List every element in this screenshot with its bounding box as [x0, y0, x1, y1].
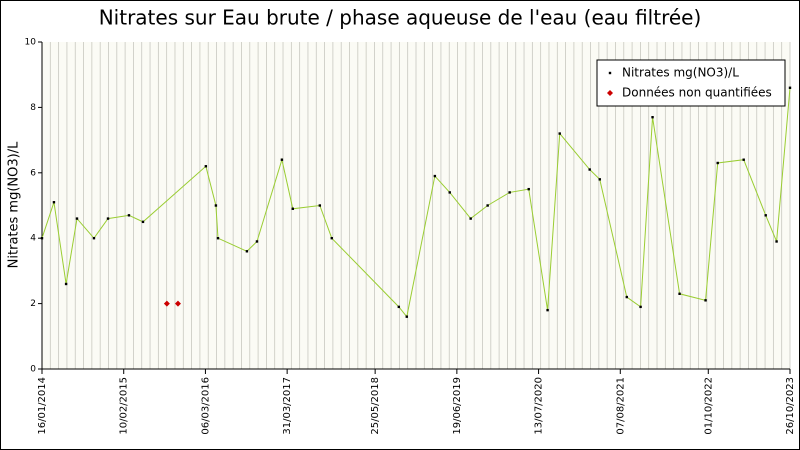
data-point [558, 132, 561, 135]
y-tick-label: 6 [30, 168, 36, 178]
x-tick-label: 13/07/2020 [534, 377, 545, 435]
x-tick-label: 01/10/2022 [703, 377, 714, 435]
data-point [330, 237, 333, 240]
legend-label: Nitrates mg(NO3)/L [622, 66, 739, 80]
legend-box [596, 59, 786, 107]
data-point [775, 240, 778, 243]
x-tick-label: 06/03/2016 [200, 377, 211, 435]
x-tick-label: 07/08/2021 [615, 377, 626, 435]
data-point [280, 158, 284, 161]
data-point [397, 305, 401, 309]
data-point [469, 217, 472, 220]
data-point [106, 217, 110, 220]
data-point [742, 158, 745, 161]
data-point [448, 191, 451, 194]
y-tick-label: 0 [30, 365, 36, 375]
data-point [75, 217, 79, 220]
data-point [546, 308, 549, 312]
data-point [764, 214, 767, 217]
data-point [678, 292, 681, 295]
x-tick-label: 19/06/2019 [452, 377, 463, 435]
data-point [255, 240, 259, 243]
data-point [204, 165, 208, 168]
y-tick-label: 2 [30, 299, 36, 309]
data-point [405, 315, 408, 318]
data-point [163, 300, 170, 307]
y-tick-label: 8 [30, 103, 36, 113]
x-tick-label: 31/03/2017 [282, 377, 293, 435]
data-point [527, 187, 530, 191]
data-point [174, 300, 181, 307]
y-tick-label: 10 [25, 38, 37, 48]
data-point [486, 204, 489, 207]
data-point [291, 207, 294, 210]
data-point [716, 161, 719, 165]
x-tick-label: 25/05/2018 [370, 377, 381, 435]
data-point [318, 204, 322, 207]
data-point [433, 174, 437, 178]
chart-title: Nitrates sur Eau brute / phase aqueuse d… [99, 6, 702, 30]
data-point [588, 168, 591, 171]
data-point [704, 299, 707, 302]
data-point [788, 86, 792, 89]
data-point [141, 220, 145, 224]
data-point [214, 204, 218, 207]
x-tick-label: 16/01/2014 [37, 377, 48, 435]
data-point [508, 191, 511, 194]
y-axis-label: Nitrates mg(NO3)/L [7, 141, 22, 268]
data-point [92, 237, 96, 240]
data-point [651, 116, 654, 119]
legend-label: Données non quantifiées [622, 86, 772, 100]
data-point [639, 305, 642, 309]
data-point [245, 250, 249, 253]
data-point [216, 237, 220, 240]
data-point [127, 214, 131, 217]
data-point [598, 178, 601, 181]
x-tick-label: 10/02/2015 [119, 377, 130, 435]
x-tick-label: 26/10/2023 [785, 377, 796, 435]
legend-marker [607, 90, 613, 96]
legend-marker [608, 71, 612, 75]
y-tick-label: 4 [30, 234, 36, 244]
data-point [64, 282, 68, 286]
data-point [40, 237, 44, 240]
data-point [625, 295, 628, 299]
data-point [52, 201, 56, 204]
